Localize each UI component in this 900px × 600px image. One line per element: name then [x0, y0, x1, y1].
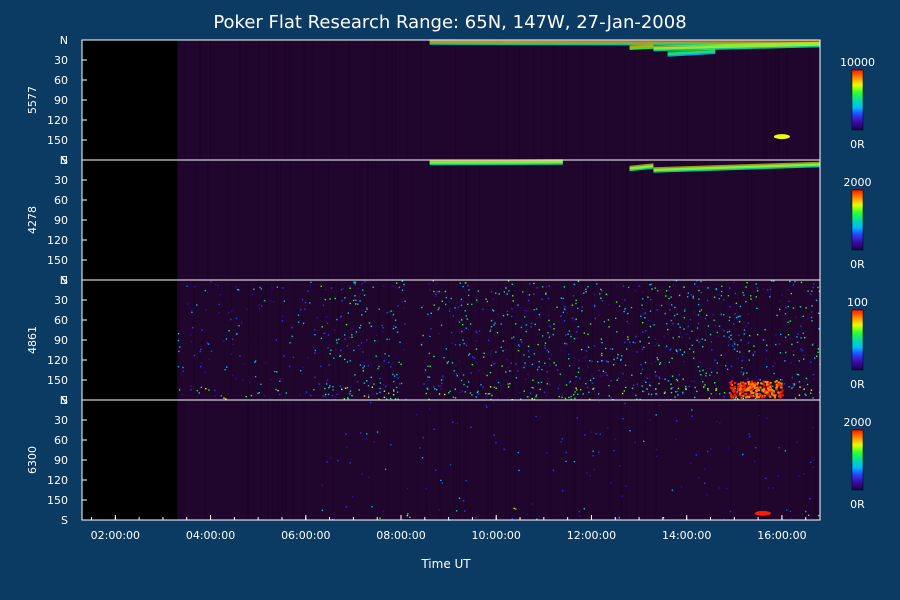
x-tick-label: 02:00:00	[91, 529, 140, 542]
panel-label: 6300	[26, 446, 39, 474]
colorbar-6300: 2000 0R	[844, 416, 872, 511]
y-tick-label: 60	[54, 74, 68, 87]
feature-6300-noise-0	[321, 401, 820, 521]
colorbar-min-label: 0R	[850, 138, 865, 151]
feature-4861-noise-1	[320, 280, 407, 402]
y-tick-label: 150	[47, 374, 68, 387]
y-tick-label: N	[60, 154, 68, 167]
colorbar-4861: 100 0R	[847, 296, 868, 391]
y-tick-label: 60	[54, 194, 68, 207]
y-tick-label: 60	[54, 314, 68, 327]
feature-4278-band-1-core	[629, 163, 654, 170]
colorbar-min-label: 0R	[850, 378, 865, 391]
y-tick-label: 90	[54, 334, 68, 347]
feature-5577-band-0-core	[429, 39, 820, 45]
y-axis-6300: N 30 60 90 120 150 S	[47, 394, 87, 527]
y-tick-label: N	[60, 34, 68, 47]
y-tick-label: S	[61, 394, 68, 407]
y-axis-4861: N 30 60 90 120 150 S	[47, 274, 87, 407]
colorbar-ramp	[851, 429, 864, 491]
x-tick-label: 16:00:00	[757, 529, 806, 542]
data-region	[177, 400, 820, 520]
y-tick-label: 90	[54, 94, 68, 107]
y-tick-label: 90	[54, 214, 68, 227]
feature-5577-band-2-core	[653, 41, 820, 50]
y-tick-label: 120	[47, 114, 68, 127]
panel-4861: N 30 60 90 120 150 S 4861 100 0R	[26, 274, 868, 407]
data-region	[177, 160, 820, 280]
colorbar-max-label: 100	[847, 296, 868, 309]
panel-label: 5577	[26, 86, 39, 114]
y-tick-label: 120	[47, 354, 68, 367]
feature-5577-band-3-core	[667, 48, 716, 56]
y-tick-label: S	[61, 154, 68, 167]
colorbar-ramp	[851, 189, 864, 251]
x-tick-label: 08:00:00	[376, 529, 425, 542]
x-axis-label: Time UT	[420, 557, 471, 571]
y-tick-label: 30	[54, 414, 68, 427]
y-tick-label: N	[60, 394, 68, 407]
colorbar-4278: 2000 0R	[844, 176, 872, 271]
x-tick-label: 14:00:00	[662, 529, 711, 542]
y-tick-label: 60	[54, 434, 68, 447]
y-tick-label: 120	[47, 474, 68, 487]
colorbar-max-label: 10000	[840, 56, 875, 69]
panel-stack: N 30 60 90 120 150 S 5577 10000 0R N 30 60 90 120 150 S 4…	[26, 34, 875, 527]
y-tick-label: S	[61, 514, 68, 527]
x-tick-label: 06:00:00	[281, 529, 330, 542]
x-tick-label: 10:00:00	[472, 529, 521, 542]
colorbar-min-label: 0R	[850, 498, 865, 511]
colorbar-max-label: 2000	[844, 416, 872, 429]
feature-4861-blob-3	[729, 380, 784, 399]
y-tick-label: 30	[54, 174, 68, 187]
y-tick-label: 120	[47, 234, 68, 247]
feature-4278-band-2-core	[653, 161, 820, 172]
y-tick-label: 30	[54, 54, 68, 67]
panel-6300: N 30 60 90 120 150 S 6300 2000 0R	[26, 394, 872, 527]
chart-title: Poker Flat Research Range: 65N, 147W, 27…	[213, 12, 686, 33]
feature-6300-spot-1	[754, 510, 771, 516]
x-axis: 02:00:00 04:00:00 06:00:00 08:00:00 10:00:00…	[91, 515, 807, 542]
feature-4861-noise-2	[420, 280, 822, 402]
y-tick-label: 150	[47, 254, 68, 267]
colorbar-5577: 10000 0R	[840, 56, 875, 151]
y-axis-4278: N 30 60 90 120 150 S	[47, 154, 87, 287]
panel-label: 4278	[26, 206, 39, 234]
colorbar-min-label: 0R	[850, 258, 865, 271]
x-tick-label: 12:00:00	[567, 529, 616, 542]
colorbar-ramp	[851, 309, 864, 371]
data-region	[177, 280, 820, 400]
y-tick-label: 30	[54, 294, 68, 307]
y-tick-label: 90	[54, 454, 68, 467]
panel-label: 4861	[26, 326, 39, 354]
y-tick-label: 150	[47, 494, 68, 507]
colorbar-ramp	[851, 69, 864, 131]
y-tick-label: N	[60, 274, 68, 287]
colorbar-max-label: 2000	[844, 176, 872, 189]
panel-4278: N 30 60 90 120 150 S 4278 2000 0R	[26, 154, 872, 287]
feature-5577-spot-4	[773, 134, 790, 140]
x-tick-label: 04:00:00	[186, 529, 235, 542]
y-tick-label: 150	[47, 134, 68, 147]
y-tick-label: S	[61, 274, 68, 287]
y-axis-5577: N 30 60 90 120 150 S	[47, 34, 87, 167]
feature-4861-noise-0	[177, 280, 320, 400]
panel-5577: N 30 60 90 120 150 S 5577 10000 0R	[26, 34, 875, 167]
feature-5577-band-1-core	[629, 43, 654, 49]
